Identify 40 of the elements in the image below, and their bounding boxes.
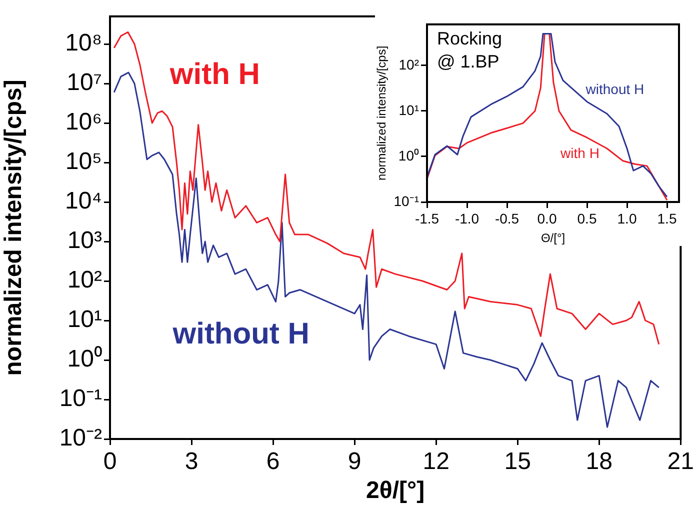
x-axis-title: Θ/[°] [540,231,566,246]
annotation: Rocking [437,28,502,48]
y-tick-label: 10⁴ [64,188,102,215]
series-label: without H [584,80,644,97]
x-tick-label: 3 [184,448,198,476]
x-tick-label: 21 [667,448,694,476]
x-tick-label: 9 [348,448,362,476]
x-tick-label: 6 [266,448,280,476]
y-tick-label: 10⁵ [65,148,102,176]
series-label: without H [172,318,310,351]
y-tick-label: 10⁻¹ [394,192,420,209]
x-tick-label: 1.0 [617,210,637,226]
y-tick-label: 10⁷ [66,69,102,96]
series-label: with H [560,144,600,161]
x-tick-label: -0.5 [494,210,520,226]
x-tick-label: 0.5 [577,210,597,226]
y-tick-label: 10⁸ [65,30,102,57]
x-tick-label: 0 [103,448,117,476]
x-axis-title: 2θ/[°] [366,477,425,504]
x-tick-label: -1.5 [414,210,440,226]
x-tick-label: 15 [504,448,531,476]
x-tick-label: -1.0 [454,210,480,226]
x-tick-label: 18 [586,448,612,476]
y-tick-label: 10⁻² [59,424,102,452]
y-tick-label: 10² [67,266,102,294]
y-tick-label: 10⁻¹ [59,385,102,412]
y-tick-label: 10² [398,56,420,72]
y-tick-label: 10³ [67,227,102,254]
series-label: with H [168,58,260,91]
x-tick-label: 0.0 [537,210,557,226]
y-axis-title: normalized intensity/[cps] [374,46,389,181]
annotation: @ 1.BP [437,51,500,72]
y-tick-label: 10¹ [398,102,420,118]
y-tick-label: 10⁰ [67,346,102,373]
x-tick-label: 12 [422,448,450,476]
y-axis-title: normalized intensity/[cps] [0,80,28,376]
y-tick-label: 10¹ [67,306,102,334]
y-tick-label: 10⁶ [65,108,102,136]
y-tick-label: 10⁰ [398,147,419,164]
x-tick-label: 1.5 [657,210,677,226]
